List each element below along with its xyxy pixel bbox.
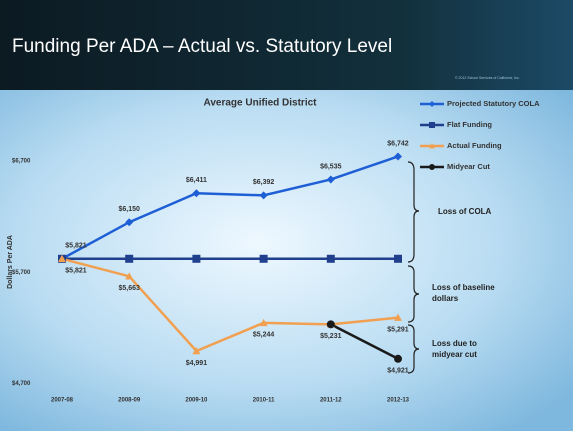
point (326, 175, 335, 184)
legend-label: Midyear Cut (447, 162, 490, 171)
series-line (330, 323, 399, 360)
point (125, 254, 134, 263)
series-line (61, 155, 399, 260)
brace (407, 161, 420, 263)
point (192, 189, 201, 198)
point (259, 191, 268, 200)
legend-label: Flat Funding (447, 120, 492, 129)
brace (407, 265, 420, 323)
series-line (61, 257, 399, 353)
annotation: Loss due to midyear cut (432, 339, 477, 359)
x-tick-label: 2011-12 (320, 398, 342, 404)
data-label: $6,392 (253, 179, 275, 186)
x-tick-label: 2008-09 (118, 398, 141, 404)
data-label: $5,231 (320, 333, 342, 340)
point (192, 347, 201, 355)
data-label: $4,921 (387, 368, 409, 375)
x-tick-label: 2010-11 (253, 398, 275, 404)
point (394, 254, 402, 263)
x-tick-label: 2007-08 (51, 398, 74, 404)
annotation-box: Loss of baseline dollars (432, 283, 495, 303)
chart-bg (0, 90, 573, 431)
y-tick-label: $6,700 (12, 159, 31, 165)
y-axis-label: Dollars Per ADA (7, 235, 14, 289)
y-tick-label: $4,700 (12, 381, 31, 387)
x-tick-label: 2012-13 (387, 398, 410, 404)
legend-marker (429, 101, 435, 107)
data-label: $6,150 (118, 206, 140, 213)
x-tick-label: 2009-10 (185, 398, 208, 404)
data-label: $5,244 (253, 332, 275, 339)
point (125, 218, 134, 227)
annotation-box: Loss due to midyear cut (432, 339, 477, 359)
legend-label: Projected Statutory COLA (447, 99, 540, 108)
y-tick-label: $5,700 (12, 270, 31, 276)
point (192, 254, 201, 263)
legend-marker (429, 122, 435, 128)
copyright: © 2012 School Services of California, In… (455, 76, 520, 80)
annotation: Loss of baseline dollars (432, 283, 495, 303)
point (326, 320, 335, 329)
data-label: $6,535 (320, 163, 342, 170)
data-label: $5,291 (387, 327, 409, 334)
slide-title: Funding Per ADA – Actual vs. Statutory L… (12, 36, 392, 57)
point (326, 254, 335, 263)
brace (407, 324, 420, 374)
legend-label: Actual Funding (447, 141, 502, 150)
header-bg (0, 0, 573, 90)
annotation: Loss of COLA (438, 207, 492, 216)
data-label: $4,991 (186, 360, 208, 367)
legend-marker (429, 143, 435, 149)
point (58, 254, 66, 262)
point (259, 254, 268, 263)
point (394, 313, 402, 321)
point (259, 318, 268, 327)
point (125, 272, 134, 280)
chart-title: Average Unified District (204, 98, 318, 109)
point (394, 354, 402, 363)
point (394, 152, 402, 161)
data-label: $5,821 (65, 243, 87, 250)
data-label: $5,663 (118, 285, 140, 292)
legend-marker (429, 164, 435, 170)
data-label: $6,411 (186, 177, 207, 184)
data-label: $5,821 (65, 268, 87, 275)
braces (407, 161, 420, 374)
data-label: $6,742 (387, 140, 409, 147)
